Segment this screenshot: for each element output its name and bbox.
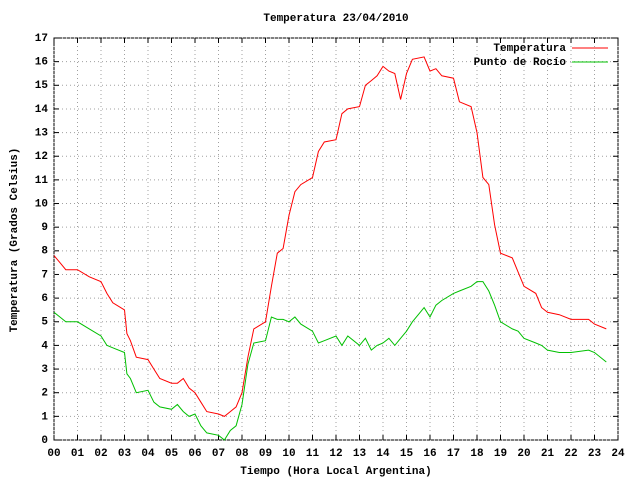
chart-title: Temperatura 23/04/2010 <box>263 13 408 25</box>
x-tick-label: 01 <box>71 448 85 460</box>
x-tick-label: 17 <box>447 448 460 460</box>
x-tick-label: 00 <box>47 448 60 460</box>
x-tick-label: 09 <box>259 448 272 460</box>
y-tick-label: 5 <box>41 317 48 329</box>
y-tick-label: 4 <box>41 340 48 352</box>
x-tick-label: 06 <box>188 448 201 460</box>
data-line <box>53 281 607 441</box>
x-tick-label: 08 <box>235 448 249 460</box>
x-tick-label: 14 <box>376 448 390 460</box>
legend-label: Temperatura <box>493 43 566 55</box>
y-tick-label: 11 <box>35 175 49 187</box>
x-tick-label: 15 <box>400 448 414 460</box>
y-tick-label: 17 <box>35 33 48 45</box>
y-tick-label: 9 <box>41 222 48 234</box>
x-tick-label: 05 <box>165 448 179 460</box>
x-tick-label: 10 <box>282 448 295 460</box>
y-tick-label: 10 <box>35 198 48 210</box>
x-tick-label: 23 <box>588 448 602 460</box>
x-tick-label: 11 <box>306 448 320 460</box>
y-tick-label: 3 <box>41 364 48 376</box>
x-axis-label: Tiempo (Hora Local Argentina) <box>240 466 431 478</box>
x-tick-label: 21 <box>541 448 555 460</box>
y-tick-label: 8 <box>41 246 48 258</box>
x-tick-label: 07 <box>212 448 225 460</box>
x-tick-label: 24 <box>611 448 625 460</box>
y-tick-label: 1 <box>41 411 48 423</box>
x-tick-label: 16 <box>423 448 436 460</box>
y-tick-label: 7 <box>41 269 48 281</box>
x-tick-label: 03 <box>118 448 132 460</box>
x-tick-label: 04 <box>141 448 155 460</box>
y-tick-label: 12 <box>35 151 48 163</box>
x-tick-label: 19 <box>494 448 507 460</box>
x-tick-label: 13 <box>353 448 367 460</box>
x-tick-label: 02 <box>94 448 107 460</box>
y-tick-label: 13 <box>35 127 49 139</box>
y-tick-label: 15 <box>35 80 49 92</box>
y-tick-label: 14 <box>35 104 49 116</box>
y-tick-label: 16 <box>35 57 48 69</box>
legend-label: Punto de Rocío <box>474 57 567 69</box>
y-axis-label: Temperatura (Grados Celsius) <box>9 148 21 333</box>
data-line <box>53 56 607 417</box>
x-tick-label: 18 <box>470 448 484 460</box>
y-tick-label: 0 <box>41 435 48 447</box>
y-tick-label: 2 <box>41 388 48 400</box>
x-tick-label: 20 <box>517 448 530 460</box>
y-tick-label: 6 <box>41 293 48 305</box>
x-tick-label: 12 <box>329 448 342 460</box>
x-tick-label: 22 <box>564 448 577 460</box>
